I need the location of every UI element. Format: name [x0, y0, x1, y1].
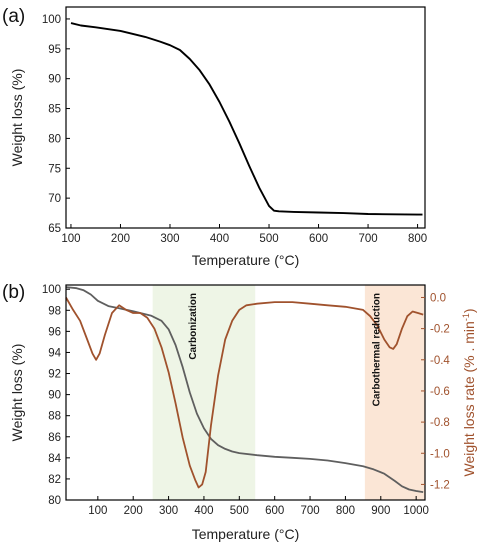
y-left-tick-label: 94	[48, 347, 61, 359]
panel-label-b: (b)	[2, 282, 25, 303]
x-tick-label: 100	[61, 233, 80, 245]
x-tick-label: 400	[210, 233, 229, 245]
y-tick-label: 70	[48, 193, 61, 205]
y-left-axis-label: Weight loss (%)	[9, 344, 25, 442]
y-tick-label: 90	[48, 74, 61, 86]
y-left-tick-label: 80	[48, 495, 61, 507]
y-left-tick-label: 90	[48, 390, 61, 402]
x-tick-label: 300	[160, 233, 179, 245]
x-tick-label: 600	[265, 505, 284, 517]
y-left-tick-label: 84	[48, 453, 61, 465]
y-right-tick-label: -0.8	[430, 417, 450, 429]
y-right-axis-label: Weight loss rate (% . min-1)	[461, 308, 477, 476]
x-tick-label: 700	[300, 505, 319, 517]
y-tick-label: 95	[48, 44, 61, 56]
y-right-axis-label-tail: )	[461, 308, 477, 313]
y-right-tick-label: 0.0	[430, 292, 446, 304]
y-left-tick-label: 100	[42, 284, 61, 296]
x-tick-label: 300	[159, 505, 178, 517]
y-right-tick-label: -1.2	[430, 479, 450, 491]
weight-loss-line	[70, 22, 423, 216]
y-tick-label: 75	[48, 163, 61, 175]
x-tick-label: 600	[309, 233, 328, 245]
x-tick-label: 500	[259, 233, 278, 245]
panel-b-chart: 100 200 300 400 500 600 700 800 900 1000 80 82 84 86 8…	[2, 282, 477, 542]
x-axis-label: Temperature (°C)	[192, 252, 300, 268]
y-axis-label: Weight loss (%)	[9, 69, 25, 167]
carbothermal-reduction-annotation: Carbothermal reduction	[371, 293, 382, 406]
x-tick-label: 700	[358, 233, 377, 245]
panel-label-a: (a)	[2, 6, 25, 27]
y-tick-label: 65	[48, 223, 61, 235]
x-tick-label: 500	[230, 505, 249, 517]
carbonization-region	[152, 285, 256, 500]
x-tick-label: 100	[88, 505, 107, 517]
y-left-tick-label: 88	[48, 411, 61, 423]
y-right-axis-label-main: Weight loss rate (% . min	[461, 321, 477, 476]
y-right-axis-label-sup: -1	[461, 313, 471, 321]
weight-loss-rate-line	[65, 297, 424, 489]
y-right-tick-label: -0.4	[430, 355, 450, 367]
x-tick-label: 200	[111, 233, 130, 245]
y-tick-label: 85	[48, 104, 61, 116]
x-tick-label: 800	[408, 233, 427, 245]
carbonization-annotation: Carbonization	[188, 293, 199, 360]
x-tick-label: 200	[124, 505, 143, 517]
y-left-tick-label: 86	[48, 432, 61, 444]
x-tick-label: 800	[336, 505, 355, 517]
carbothermal-reduction-region	[364, 285, 425, 500]
y-left-tick-label: 96	[48, 326, 61, 338]
y-left-tick-label: 98	[48, 305, 61, 317]
y-tick-label: 80	[48, 133, 61, 145]
y-right-tick-label: -1.0	[430, 448, 450, 460]
y-right-tick-label: -0.6	[430, 386, 450, 398]
y-right-tick-label: -0.2	[430, 324, 450, 336]
plot-frame	[65, 6, 426, 229]
weight-loss-line	[65, 286, 424, 493]
y-left-tick-label: 92	[48, 369, 61, 381]
x-tick-label: 1000	[403, 505, 429, 517]
plot-frame	[65, 284, 426, 501]
x-axis-label: Temperature (°C)	[192, 526, 300, 542]
y-tick-label: 100	[42, 14, 61, 26]
panel-a-chart: 100 200 300 400 500 600 700 800 65 70 75 80 85 90 95 10…	[2, 6, 427, 268]
x-tick-label: 400	[194, 505, 213, 517]
x-tick-label: 900	[371, 505, 390, 517]
y-left-tick-label: 82	[48, 474, 61, 486]
